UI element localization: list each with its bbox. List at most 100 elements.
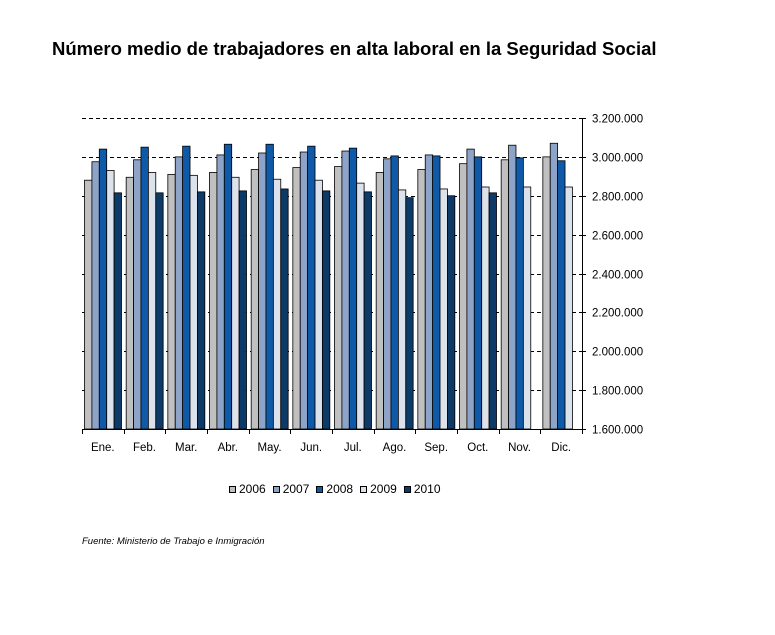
bar-2006-6 — [334, 166, 343, 430]
y-tick-label: 2.000.000 — [592, 347, 643, 359]
bar-2008-2 — [182, 145, 191, 430]
x-tick-label: Sep. — [424, 442, 448, 454]
bar-2009-4 — [272, 178, 282, 430]
y-tick-label: 1.600.000 — [592, 425, 643, 437]
bar-2008-8 — [432, 155, 441, 430]
bar-2009-2 — [189, 174, 198, 430]
bar-2008-4 — [265, 143, 274, 430]
bar-2006-0 — [84, 179, 93, 430]
x-tick-label: Dic. — [551, 442, 571, 454]
bar-2008-7 — [390, 155, 399, 430]
bar-2006-9 — [459, 163, 468, 430]
bar-2007-9 — [466, 148, 475, 430]
bar-2007-6 — [341, 150, 350, 430]
bar-2006-3 — [209, 172, 218, 430]
axes: 1.600.000 1.800.000 2.000.000 2.200.000 2.40… — [82, 114, 643, 454]
bar-2008-6 — [348, 147, 358, 430]
bar-2006-7 — [375, 172, 384, 430]
bar-2009-5 — [314, 179, 323, 430]
bar-2006-5 — [292, 167, 301, 430]
bar-2010-9 — [488, 192, 497, 430]
bar-2006-2 — [167, 173, 176, 430]
bar-2006-8 — [417, 169, 426, 430]
gridlines — [82, 118, 582, 391]
x-tick-label: Feb. — [133, 442, 156, 454]
bar-2007-7 — [383, 158, 392, 430]
bar-2008-10 — [515, 157, 524, 430]
bar-2007-2 — [174, 156, 184, 430]
y-tick-label: 3.200.000 — [592, 114, 643, 126]
x-tick-label: Abr. — [218, 442, 238, 454]
legend-swatch — [403, 485, 411, 493]
bar-2007-3 — [216, 154, 225, 430]
legend-label: 2009 — [370, 482, 397, 496]
legend-entry-2010: 2010 — [403, 482, 441, 496]
bar-2007-5 — [299, 151, 309, 430]
x-tick-label: May. — [257, 442, 281, 454]
bar-2009-6 — [356, 182, 365, 430]
bar-2008-11 — [557, 160, 566, 430]
legend-entry-2009: 2009 — [360, 482, 397, 496]
bar-2007-11 — [549, 142, 559, 430]
x-tick-label: Oct. — [467, 442, 488, 454]
bar-2009-8 — [439, 188, 448, 430]
y-tick-label: 2.600.000 — [592, 231, 643, 243]
bar-2010-2 — [197, 191, 206, 430]
bar-2010-3 — [238, 190, 247, 430]
legend-entry-2006: 2006 — [229, 482, 266, 496]
chart-title: Número medio de trabajadores en alta lab… — [52, 38, 657, 59]
bar-2009-11 — [564, 186, 573, 430]
bar-2009-7 — [397, 189, 407, 430]
bar-2006-4 — [250, 169, 259, 430]
bar-2009-9 — [481, 186, 490, 430]
legend-swatch — [272, 485, 280, 493]
x-tick-label: Ago. — [383, 442, 407, 454]
bar-2008-1 — [140, 146, 149, 430]
bars — [84, 142, 573, 430]
x-tick-label: Ene. — [91, 442, 115, 454]
bar-2008-9 — [473, 156, 483, 430]
bar-2008-3 — [223, 143, 233, 430]
legend-entry-2007: 2007 — [272, 482, 310, 496]
bar-2006-10 — [500, 159, 509, 430]
y-tick-label: 3.000.000 — [592, 153, 643, 165]
x-tick-label: Jun. — [300, 442, 322, 454]
y-tick-label: 2.400.000 — [592, 270, 643, 282]
bar-2009-3 — [231, 176, 240, 430]
bar-2010-8 — [447, 195, 456, 430]
bar-2006-1 — [125, 176, 134, 430]
bar-2007-1 — [133, 159, 142, 430]
bar-2008-5 — [307, 145, 316, 430]
bar-2009-1 — [147, 172, 157, 430]
bar-2010-0 — [113, 192, 122, 430]
y-tick-label: 1.800.000 — [592, 386, 643, 398]
legend-label: 2007 — [282, 482, 310, 496]
bar-2008-0 — [98, 148, 108, 430]
bar-2007-4 — [258, 152, 267, 430]
legend-swatch — [229, 485, 236, 493]
y-tick-label: 2.200.000 — [592, 308, 643, 320]
bar-2009-10 — [522, 186, 532, 430]
bar-2010-7 — [405, 197, 414, 430]
legend-label: 2008 — [326, 482, 354, 496]
bar-2010-6 — [363, 191, 372, 430]
bar-2009-0 — [106, 170, 115, 430]
bar-2007-8 — [424, 154, 434, 430]
bar-2010-5 — [322, 190, 331, 430]
legend-entry-2008: 2008 — [316, 482, 353, 496]
y-tick-label: 2.800.000 — [592, 192, 643, 204]
x-tick-label: Mar. — [175, 442, 197, 454]
legend: 2006 2007 2008 2009 2010 — [229, 482, 441, 496]
source-note: Fuente: Ministerio de Trabajo e Inmigrac… — [82, 536, 265, 547]
x-tick-label: Nov. — [508, 442, 531, 454]
bar-2010-1 — [155, 192, 164, 430]
bar-2007-0 — [91, 161, 100, 430]
legend-swatch — [360, 485, 368, 493]
bar-2007-10 — [508, 144, 517, 430]
x-tick-label: Jul. — [344, 442, 362, 454]
legend-label: 2006 — [239, 482, 266, 496]
bar-2006-11 — [542, 156, 551, 430]
legend-label: 2010 — [413, 482, 441, 496]
legend-swatch — [316, 485, 324, 493]
